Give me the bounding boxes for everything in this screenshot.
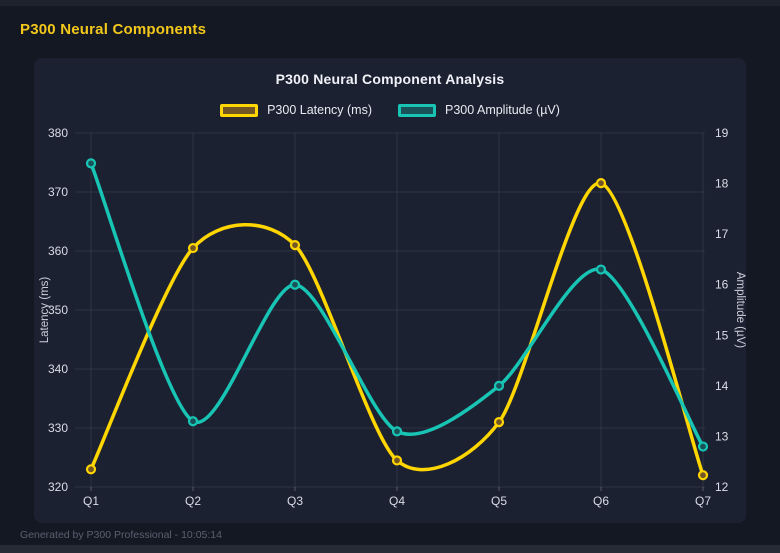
x-tick-label: Q6 bbox=[593, 494, 609, 508]
y-left-tick-label: 340 bbox=[48, 362, 68, 376]
y-left-tick-label: 360 bbox=[48, 244, 68, 258]
data-point[interactable] bbox=[85, 464, 97, 475]
y-left-tick-label: 350 bbox=[48, 303, 68, 317]
data-point[interactable] bbox=[187, 242, 199, 254]
data-point[interactable] bbox=[391, 455, 403, 466]
x-tick-label: Q4 bbox=[389, 494, 405, 508]
legend-label: P300 Latency (ms) bbox=[267, 103, 372, 117]
data-point[interactable] bbox=[187, 416, 199, 427]
y-right-tick-label: 17 bbox=[715, 227, 729, 241]
y-right-axis-title: Amplitude (µV) bbox=[734, 272, 746, 348]
y-left-tick-label: 380 bbox=[48, 126, 68, 140]
window-bottom-edge bbox=[0, 545, 780, 553]
legend-swatch bbox=[220, 103, 259, 117]
data-point[interactable] bbox=[391, 426, 403, 437]
footer-note: Generated by P300 Professional - 10:05:1… bbox=[20, 529, 222, 541]
x-tick-label: Q3 bbox=[287, 494, 303, 508]
chart-panel: P300 Neural Component Analysis P300 Late… bbox=[34, 58, 746, 523]
line-chart: 320 330 340 350 360 370 380 12 13 14 15 16 17 18 19 Q1 Q… bbox=[39, 126, 746, 508]
data-point[interactable] bbox=[493, 417, 505, 428]
chart-legend: P300 Latency (ms) P300 Amplitude (µV) bbox=[34, 100, 746, 120]
data-point[interactable] bbox=[595, 264, 607, 275]
legend-label: P300 Amplitude (µV) bbox=[445, 103, 560, 117]
legend-swatch bbox=[398, 103, 436, 117]
x-tick-label: Q7 bbox=[695, 494, 711, 508]
data-point[interactable] bbox=[697, 470, 709, 481]
data-point[interactable] bbox=[697, 441, 709, 452]
legend-item-1[interactable]: P300 Amplitude (µV) bbox=[398, 103, 560, 117]
x-tick-label: Q2 bbox=[185, 494, 201, 508]
y-left-tick-label: 370 bbox=[48, 185, 68, 199]
legend-item-0[interactable]: P300 Latency (ms) bbox=[220, 103, 372, 117]
window-top-edge bbox=[0, 0, 780, 6]
page-title: P300 Neural Components bbox=[20, 21, 207, 38]
y-left-tick-label: 330 bbox=[48, 421, 68, 435]
data-point[interactable] bbox=[595, 178, 607, 189]
data-point[interactable] bbox=[85, 158, 97, 169]
y-left-axis-title: Latency (ms) bbox=[39, 277, 51, 344]
y-right-tick-label: 12 bbox=[715, 480, 729, 494]
y-right-tick-label: 15 bbox=[715, 328, 729, 342]
y-left-tick-label: 320 bbox=[48, 480, 68, 494]
x-tick-label: Q5 bbox=[491, 494, 507, 508]
data-point[interactable] bbox=[289, 279, 301, 290]
y-right-tick-label: 16 bbox=[715, 278, 729, 292]
y-right-tick-label: 14 bbox=[715, 379, 729, 393]
y-right-tick-label: 19 bbox=[715, 126, 729, 140]
grid-lines bbox=[75, 132, 705, 491]
y-right-tick-label: 13 bbox=[715, 429, 729, 443]
data-point[interactable] bbox=[493, 380, 505, 391]
data-point[interactable] bbox=[289, 240, 301, 251]
x-tick-label: Q1 bbox=[83, 494, 99, 508]
y-right-tick-label: 18 bbox=[715, 177, 729, 191]
chart-title: P300 Neural Component Analysis bbox=[275, 71, 505, 87]
